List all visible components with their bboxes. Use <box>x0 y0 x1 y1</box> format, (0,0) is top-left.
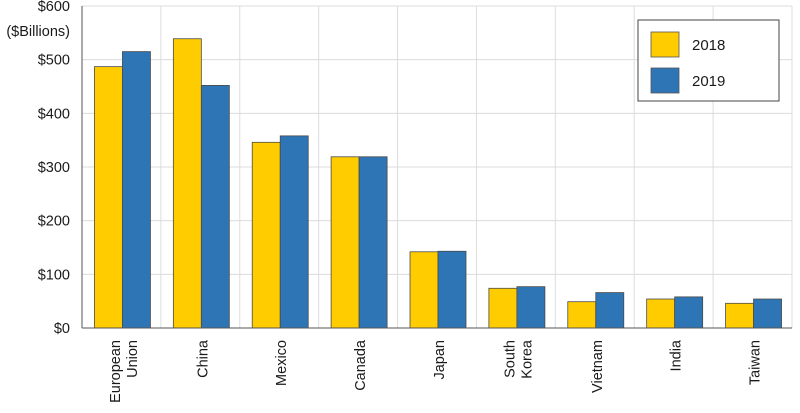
y-tick-label: $100 <box>38 267 70 283</box>
bar-2019 <box>122 51 151 329</box>
x-tick-label-line: Vietnam <box>590 340 606 393</box>
x-tick-label: Vietnam <box>590 340 606 393</box>
x-tick-label-line: Union <box>125 340 141 378</box>
x-tick-label-line: Japan <box>432 340 448 380</box>
bar-2019 <box>516 286 546 329</box>
bars <box>94 38 782 329</box>
bar-2018 <box>725 302 754 329</box>
y-tick-label: $300 <box>38 160 70 176</box>
bar-2019 <box>358 156 388 329</box>
bar-2019 <box>437 250 467 329</box>
bar-2018 <box>409 251 439 329</box>
x-tick-label-line: Mexico <box>274 340 290 386</box>
x-tick-label: China <box>195 339 211 378</box>
y-tick-label: $600 <box>38 0 70 15</box>
x-tick-label-line: India <box>669 339 685 371</box>
bar-2018 <box>172 38 202 329</box>
y-unit-label: ($Billions) <box>6 24 70 40</box>
y-tick-label: $0 <box>54 321 70 337</box>
legend: 2018 2019 <box>637 19 780 102</box>
bar-2018 <box>488 287 518 329</box>
bar-2018 <box>646 298 676 329</box>
x-tick-label: Mexico <box>274 340 290 386</box>
bar-2019 <box>753 298 782 329</box>
legend-label-2018: 2018 <box>692 37 725 54</box>
x-tick-label: Japan <box>432 340 448 380</box>
x-tick-label: Canada <box>353 339 369 391</box>
bar-2018 <box>251 141 281 329</box>
x-tick-label: SouthKorea <box>502 339 535 379</box>
x-tick-label-line: Canada <box>353 339 369 391</box>
x-tick-label: EuropeanUnion <box>108 340 141 403</box>
y-tick-label: $500 <box>38 53 70 69</box>
x-tick-label-line: Korea <box>519 339 535 379</box>
y-tick-label: $400 <box>38 106 70 122</box>
axes: $0 $100 $200 $300 $400 $500 $600 EuropeanUnion C… <box>38 0 792 403</box>
bar-2018 <box>330 156 360 329</box>
bar-2019 <box>279 135 309 329</box>
bar-2019 <box>200 85 230 329</box>
x-tick-label-line: China <box>195 339 211 378</box>
y-tick-label: $200 <box>38 214 70 230</box>
x-tick-label-line: European <box>108 340 124 403</box>
legend-swatch-2019 <box>650 67 680 94</box>
bar-2018 <box>94 66 123 329</box>
legend-label-2019: 2019 <box>692 73 725 90</box>
bar-2019 <box>595 292 625 329</box>
x-tick-label-line: South <box>502 340 518 378</box>
bar-2019 <box>674 296 704 329</box>
legend-swatch-2018 <box>650 31 680 58</box>
bar-2018 <box>567 301 597 329</box>
x-tick-label: Taiwan <box>748 340 764 385</box>
x-tick-label-line: Taiwan <box>748 340 764 385</box>
x-tick-label: India <box>669 339 685 371</box>
